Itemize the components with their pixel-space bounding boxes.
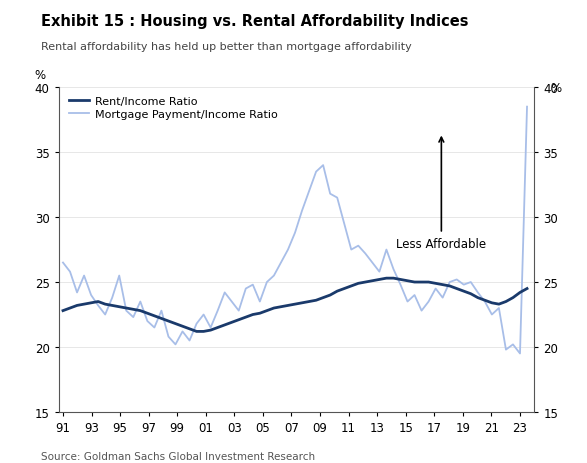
Rent/Income Ratio <box>383 276 390 282</box>
Rent/Income Ratio <box>278 304 285 310</box>
Mortgage Payment/Income Ratio <box>488 312 495 318</box>
Rent/Income Ratio <box>193 329 200 334</box>
Text: Less Affordable: Less Affordable <box>396 138 487 250</box>
Mortgage Payment/Income Ratio <box>249 282 257 288</box>
Rent/Income Ratio <box>495 302 502 307</box>
Line: Mortgage Payment/Income Ratio: Mortgage Payment/Income Ratio <box>63 107 527 354</box>
Y-axis label: %: % <box>550 81 561 94</box>
Rent/Income Ratio <box>116 304 123 310</box>
Mortgage Payment/Income Ratio <box>271 273 278 279</box>
Y-axis label: %: % <box>34 69 45 81</box>
Text: Rental affordability has held up better than mortgage affordability: Rental affordability has held up better … <box>41 42 412 52</box>
Mortgage Payment/Income Ratio <box>130 315 137 320</box>
Text: Source: Goldman Sachs Global Investment Research: Source: Goldman Sachs Global Investment … <box>41 450 315 461</box>
Rent/Income Ratio <box>95 299 102 305</box>
Rent/Income Ratio <box>524 286 531 292</box>
Mortgage Payment/Income Ratio <box>517 351 524 357</box>
Legend: Rent/Income Ratio, Mortgage Payment/Income Ratio: Rent/Income Ratio, Mortgage Payment/Inco… <box>69 97 277 120</box>
Rent/Income Ratio <box>257 311 264 316</box>
Mortgage Payment/Income Ratio <box>59 260 66 266</box>
Rent/Income Ratio <box>425 280 432 285</box>
Rent/Income Ratio <box>59 308 66 314</box>
Mortgage Payment/Income Ratio <box>524 105 531 110</box>
Line: Rent/Income Ratio: Rent/Income Ratio <box>63 279 527 332</box>
Mortgage Payment/Income Ratio <box>116 273 123 279</box>
Mortgage Payment/Income Ratio <box>411 293 418 298</box>
Text: Exhibit 15 : Housing vs. Rental Affordability Indices: Exhibit 15 : Housing vs. Rental Affordab… <box>41 14 468 29</box>
